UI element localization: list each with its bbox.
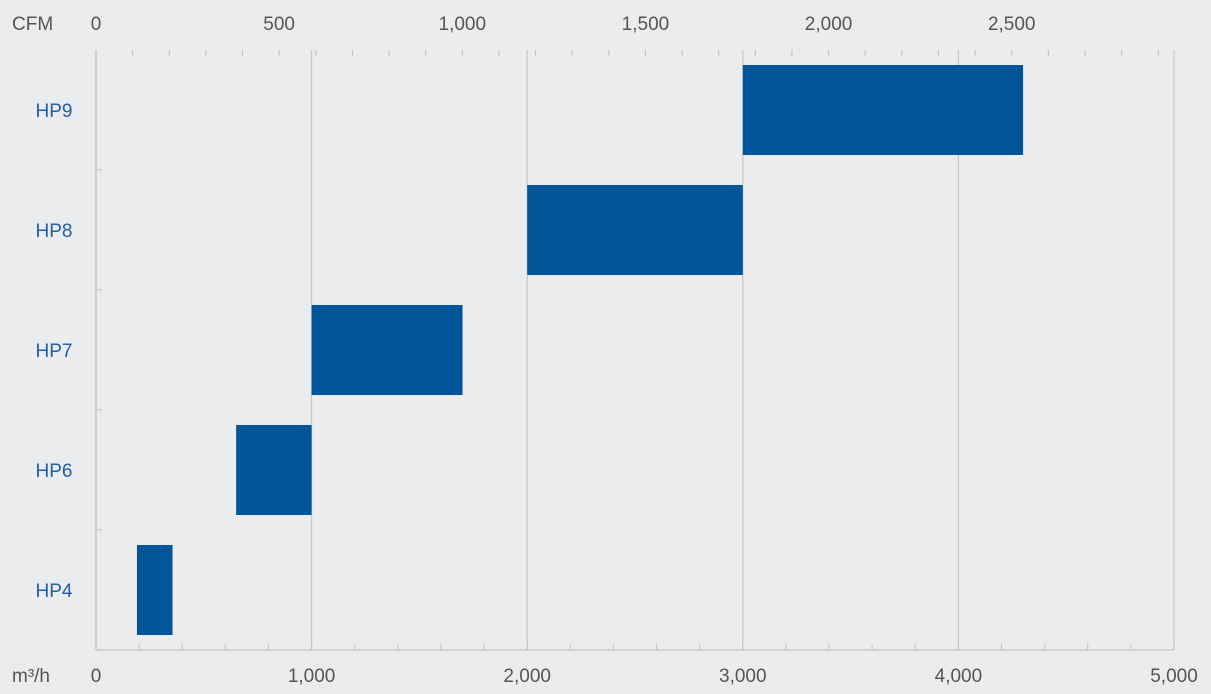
category-label-hp9: HP9 <box>36 101 73 122</box>
x-tick-label: 4,000 <box>935 666 983 687</box>
label-layer: 0 1,000 2,000 3,000 4,000 5,000 0 500 1,000 1,500… <box>12 14 1198 687</box>
category-label-hp8: HP8 <box>36 221 73 242</box>
x2-tick-label: 0 <box>91 14 102 35</box>
bar-layer <box>136 65 1024 635</box>
bar-hp4 <box>136 545 173 635</box>
x2-unit-label: CFM <box>12 14 53 35</box>
x-tick-label: 2,000 <box>503 666 551 687</box>
category-label-hp6: HP6 <box>36 461 73 482</box>
x-tick-label: 0 <box>91 666 102 687</box>
x-unit-label: m³/h <box>12 666 50 687</box>
category-label-hp4: HP4 <box>36 581 73 602</box>
bar-hp7 <box>311 305 463 395</box>
x2-tick-label: 2,500 <box>988 14 1036 35</box>
x2-tick-label: 500 <box>263 14 295 35</box>
x2-tick-label: 2,000 <box>805 14 853 35</box>
x-tick-label: 3,000 <box>719 666 767 687</box>
bar-hp9 <box>742 65 1024 155</box>
bar-hp6 <box>236 425 312 515</box>
x-tick-label: 5,000 <box>1150 666 1198 687</box>
x2-tick-label: 1,500 <box>622 14 670 35</box>
x-tick-label: 1,000 <box>288 666 336 687</box>
bar-hp8 <box>527 185 743 275</box>
category-label-hp7: HP7 <box>36 341 73 362</box>
x2-tick-label: 1,000 <box>439 14 487 35</box>
axis-layer <box>95 50 1175 651</box>
